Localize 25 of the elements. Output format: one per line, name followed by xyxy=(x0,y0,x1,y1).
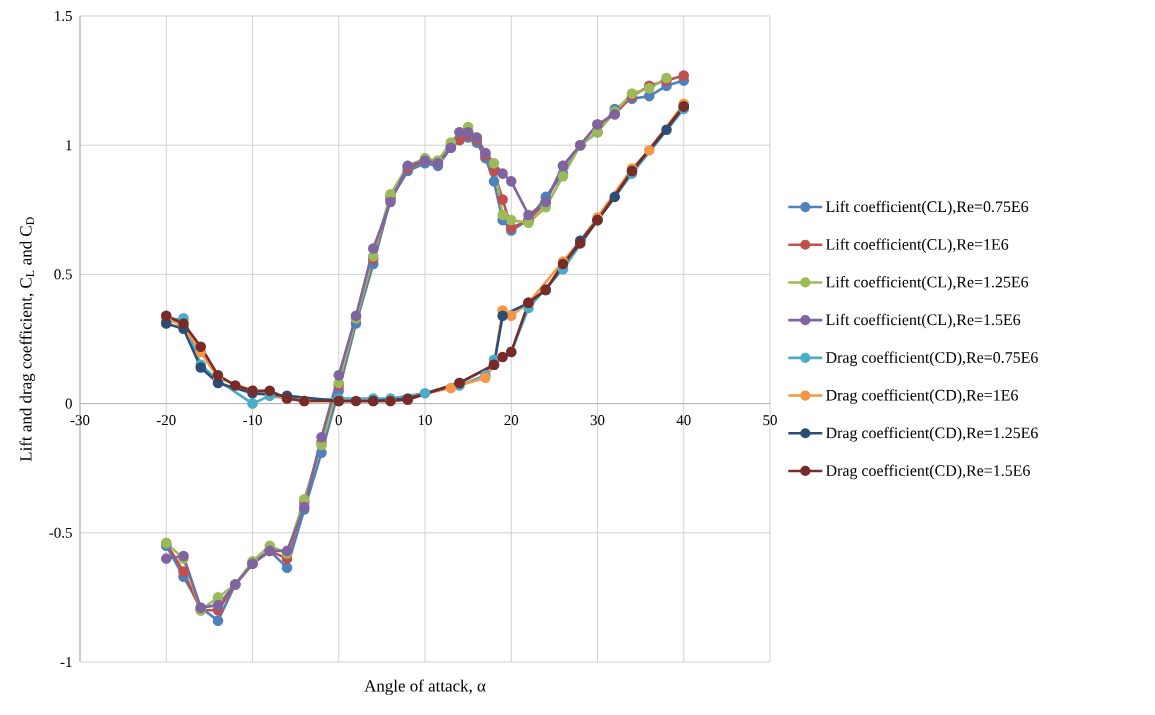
y-axis-title: Lift and drag coefficient, C$_{L}$ and C$_{D}$ xyxy=(19,217,36,462)
y-tick-label: -0.5 xyxy=(49,527,72,538)
x-tick-label: 30 xyxy=(590,415,605,426)
y-tick-label: -1 xyxy=(60,657,72,667)
x-tick-label: 40 xyxy=(676,415,691,426)
legend-label: Lift coefficient(CL),Re=1.5E6 xyxy=(826,313,1021,329)
legend-label: Lift coefficient(CL),Re=1.25E6 xyxy=(826,276,1029,291)
legend-label: Lift coefficient(CL),Re=1E6 xyxy=(826,238,1009,253)
x-tick-label: -10 xyxy=(243,415,262,426)
x-tick-label: -20 xyxy=(156,415,176,426)
x-axis-title: Angle of attack, α xyxy=(364,679,486,696)
x-tick-label: -30 xyxy=(70,415,90,426)
x-tick-label: 0 xyxy=(335,415,342,426)
x-tick-label: 20 xyxy=(504,415,519,426)
y-tick-label: 1 xyxy=(66,140,72,151)
x-tick-label: 10 xyxy=(418,415,432,426)
x-tick-label: 50 xyxy=(763,415,777,426)
legend-label: Drag coefficient(CD),Re=1E6 xyxy=(826,389,1018,404)
y-tick-label: 0 xyxy=(65,398,72,409)
y-tick-label: 1.5 xyxy=(55,10,72,22)
legend-label: Drag coefficient(CD),Re=1.25E6 xyxy=(826,426,1038,442)
legend-label: Drag coefficient(CD),Re=0.75E6 xyxy=(826,351,1038,367)
legend-label: Lift coefficient(CL),Re=0.75E6 xyxy=(826,200,1029,216)
y-tick-label: 0.5 xyxy=(54,269,72,280)
legend-label: Drag coefficient(CD),Re=1.5E6 xyxy=(826,464,1030,480)
